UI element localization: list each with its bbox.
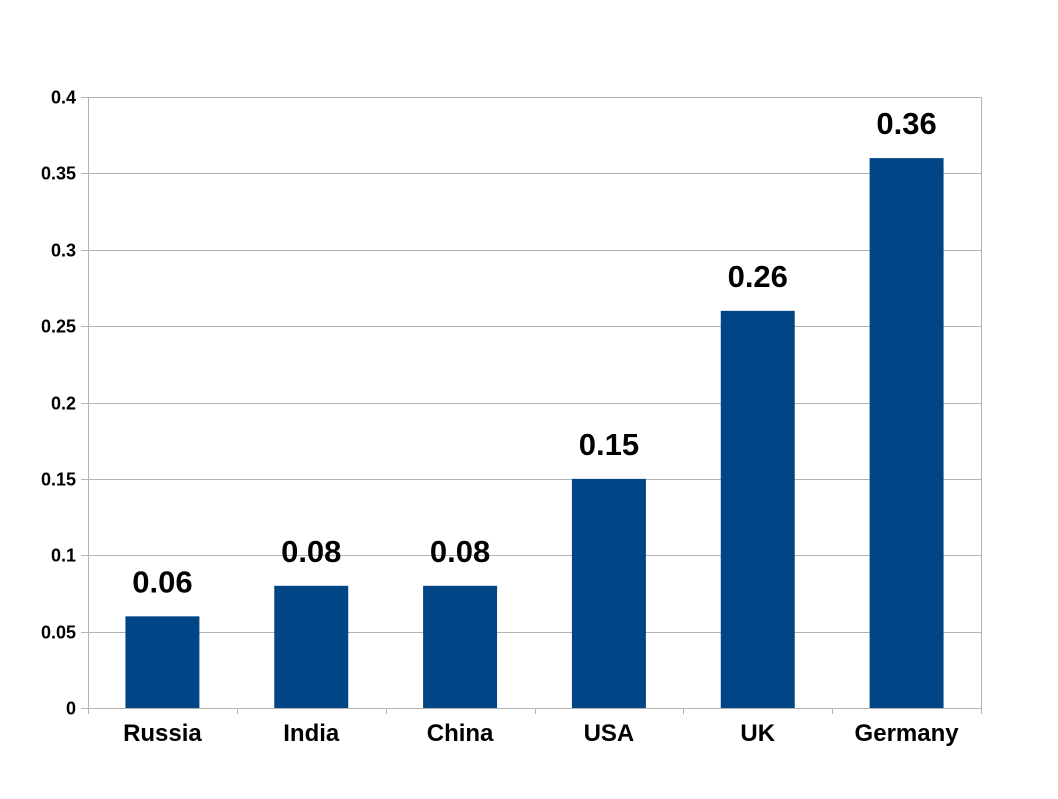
x-tick-label-germany: Germany — [855, 720, 960, 747]
x-tick-label-usa: USA — [584, 720, 635, 747]
x-tick-label-uk: UK — [740, 720, 775, 747]
bar-usa — [571, 478, 646, 708]
y-tick-label: 0.15 — [41, 470, 76, 490]
data-labels: 0.06 0.08 0.08 0.15 0.26 0.36 — [132, 106, 937, 599]
data-label-uk: 0.26 — [728, 259, 788, 294]
y-tick-label: 0 — [66, 699, 76, 719]
x-tick-label-russia: Russia — [123, 720, 202, 747]
x-tick-label-india: India — [283, 720, 340, 747]
y-tick-label: 0.2 — [51, 394, 76, 414]
y-tick-label: 0.4 — [51, 88, 76, 108]
bar-china — [423, 585, 498, 708]
x-axis-ticks: Russia India China USA UK Germany — [123, 720, 959, 747]
data-label-germany: 0.36 — [876, 106, 936, 141]
y-tick-label: 0.05 — [41, 623, 76, 643]
y-axis-ticks: 0 0.05 0.1 0.15 0.2 0.25 0.3 0.35 0.4 — [41, 88, 76, 719]
x-tick-label-china: China — [427, 720, 494, 747]
bars — [125, 158, 944, 709]
data-label-china: 0.08 — [430, 534, 490, 569]
bar-india — [274, 585, 349, 708]
y-tick-label: 0.25 — [41, 317, 76, 337]
data-label-india: 0.08 — [281, 534, 341, 569]
data-label-usa: 0.15 — [579, 427, 639, 462]
y-tick-label: 0.3 — [51, 241, 76, 261]
bar-russia — [125, 616, 200, 708]
gridlines — [81, 97, 981, 709]
axes — [88, 97, 982, 714]
data-label-russia: 0.06 — [132, 564, 192, 599]
y-tick-label: 0.1 — [51, 546, 76, 566]
bar-uk — [720, 310, 795, 708]
y-tick-label: 0.35 — [41, 164, 76, 184]
bar-germany — [869, 158, 944, 709]
